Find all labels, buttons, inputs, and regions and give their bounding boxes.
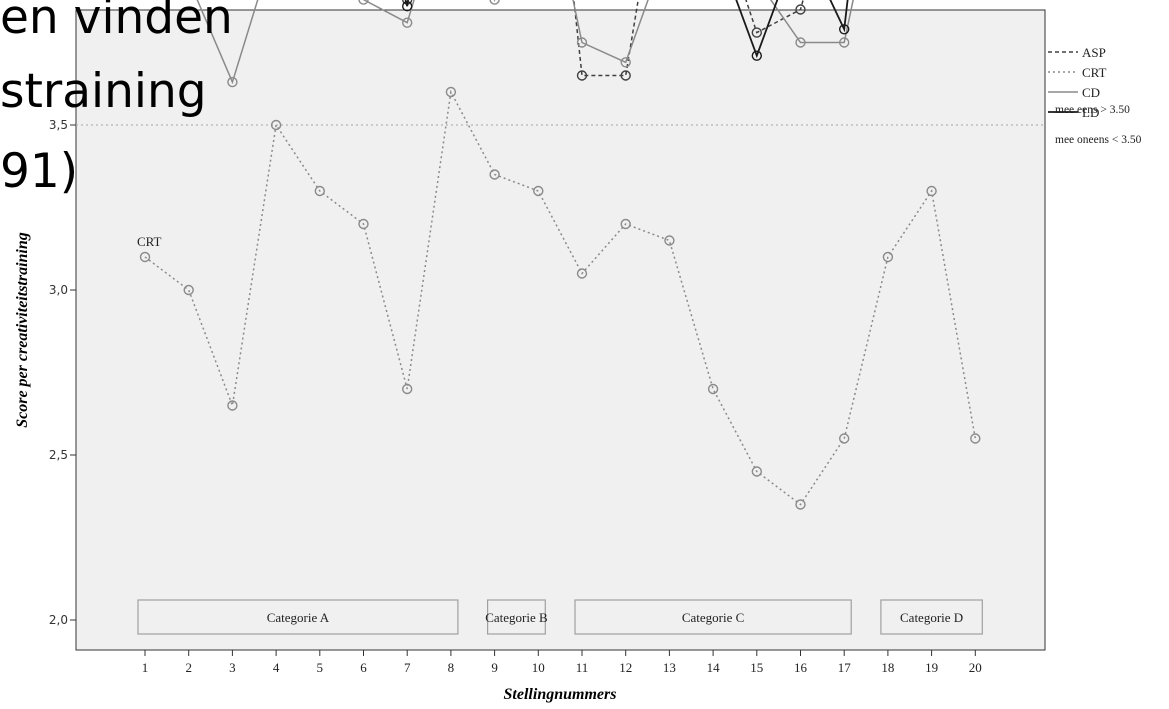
category-label-3: Categorie C xyxy=(682,610,744,625)
x-tick-label-12: 12 xyxy=(619,660,632,675)
legend-label-crt: CRT xyxy=(1082,65,1107,80)
category-box-2 xyxy=(487,599,546,635)
x-axis-title: Stellingnummers xyxy=(504,686,617,703)
data-point-cd-7 xyxy=(402,17,413,28)
x-tick-label-18: 18 xyxy=(881,660,894,675)
data-point-crt-18 xyxy=(882,251,894,263)
y-tick-label-1: 2,0 xyxy=(49,613,68,627)
data-point-crt-16 xyxy=(795,499,806,510)
data-point-crt-8 xyxy=(445,86,457,98)
legend-label-ld: LD xyxy=(1082,105,1099,120)
legend-label-cd: CD xyxy=(1082,85,1100,100)
y-axis-title: Score per creativiteitstraining xyxy=(14,232,31,428)
data-point-crt-1 xyxy=(139,251,151,263)
category-label-4: Categorie D xyxy=(900,610,963,625)
legend-label-asp: ASP xyxy=(1082,45,1106,60)
data-point-crt-20 xyxy=(970,433,981,444)
data-point-asp-15 xyxy=(751,27,762,38)
x-tick-label-15: 15 xyxy=(750,660,763,675)
x-tick-label-1: 1 xyxy=(142,660,149,675)
reference-label-disagree: mee oneens < 3.50 xyxy=(1055,134,1142,146)
data-point-asp-11 xyxy=(576,70,588,81)
overlay-text-line-2: straining xyxy=(0,64,207,119)
x-tick-label-9: 9 xyxy=(491,660,498,675)
x-tick-label-3: 3 xyxy=(229,660,236,675)
data-point-crt-3 xyxy=(227,400,238,411)
data-point-cd-11 xyxy=(576,37,588,48)
data-point-asp-16 xyxy=(795,4,806,15)
overlay-text-line-3: 91) xyxy=(0,144,79,199)
series-line-cd xyxy=(196,0,854,85)
data-point-crt-2 xyxy=(183,284,194,296)
data-point-crt-17 xyxy=(839,433,850,444)
data-point-crt-11 xyxy=(576,268,588,279)
data-point-crt-10 xyxy=(533,185,544,197)
data-point-ld-17 xyxy=(839,24,850,35)
data-point-crt-14 xyxy=(707,383,719,395)
x-tick-label-17: 17 xyxy=(838,660,852,675)
legend: ASP CRT CD LD xyxy=(1048,45,1107,120)
category-box-3 xyxy=(574,599,852,635)
data-point-crt-4 xyxy=(270,119,282,131)
x-tick-label-13: 13 xyxy=(663,660,676,675)
category-box-1 xyxy=(137,599,459,635)
x-tick-label-7: 7 xyxy=(404,660,411,675)
x-tick-label-20: 20 xyxy=(969,660,982,675)
x-tick-label-10: 10 xyxy=(532,660,545,675)
data-point-cd-9 xyxy=(489,0,500,5)
x-tick-label-19: 19 xyxy=(925,660,938,675)
data-point-cd-16 xyxy=(795,37,806,48)
category-label-2: Categorie B xyxy=(485,610,548,625)
data-point-crt-6 xyxy=(358,218,369,230)
x-tick-label-14: 14 xyxy=(707,660,721,675)
series-line-ld xyxy=(404,0,849,59)
x-tick-label-16: 16 xyxy=(794,660,808,675)
y-tick-label-3: 3,0 xyxy=(49,283,68,297)
y-tick-label-4: 3,5 xyxy=(49,118,68,132)
data-point-cd-17 xyxy=(839,37,850,48)
data-point-cd-3 xyxy=(227,76,238,88)
data-point-cd-6 xyxy=(358,0,369,5)
data-point-crt-19 xyxy=(926,185,937,197)
data-point-asp-12 xyxy=(620,70,631,81)
data-point-crt-9 xyxy=(489,169,500,180)
data-point-crt-15 xyxy=(751,466,762,477)
series-line-crt xyxy=(144,89,977,506)
data-point-crt-12 xyxy=(620,218,631,230)
plot-area xyxy=(75,9,1046,651)
y-tick-label-2: 2,5 xyxy=(49,448,68,462)
x-tick-label-11: 11 xyxy=(576,660,589,675)
data-point-crt-5 xyxy=(314,185,325,197)
data-point-crt-7 xyxy=(402,383,413,395)
x-tick-label-5: 5 xyxy=(317,660,324,675)
reference-label-agree: mee eens > 3.50 xyxy=(1055,104,1130,116)
x-tick-label-8: 8 xyxy=(448,660,455,675)
data-point-ld-15 xyxy=(751,50,762,61)
data-point-crt-13 xyxy=(664,235,675,246)
x-tick-label-6: 6 xyxy=(360,660,367,675)
series-label-crt: CRT xyxy=(137,234,162,249)
x-tick-label-2: 2 xyxy=(185,660,192,675)
data-point-ld-7 xyxy=(402,0,413,12)
category-label-1: Categorie A xyxy=(267,610,330,625)
x-tick-label-4: 4 xyxy=(273,660,280,675)
data-point-cd-12 xyxy=(620,57,631,68)
overlay-text-line-1: en vinden xyxy=(0,0,233,45)
category-box-4 xyxy=(880,599,983,635)
